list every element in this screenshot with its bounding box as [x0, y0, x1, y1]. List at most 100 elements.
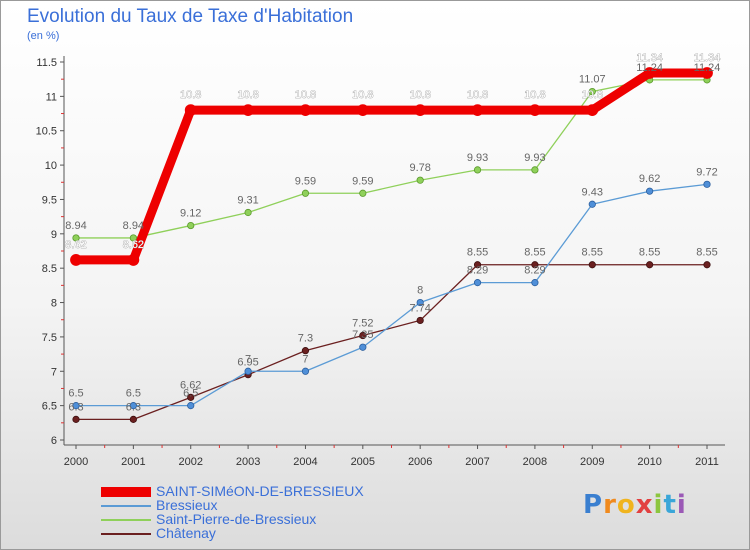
x-tick-label: 2005 [351, 456, 375, 468]
data-label: 6.62 [180, 379, 201, 391]
data-label: 10.8 [180, 89, 201, 101]
x-tick-label: 2002 [178, 456, 202, 468]
data-point [72, 415, 80, 423]
data-label: 6.3 [126, 401, 141, 413]
y-tick-label: 7.5 [42, 332, 57, 344]
legend-label: Châtenay [156, 525, 216, 541]
logo-letter: i [676, 490, 687, 520]
data-label: 9.43 [582, 186, 603, 198]
data-point [359, 343, 367, 351]
data-label: 11.34 [694, 52, 721, 64]
data-label: 8.55 [524, 247, 545, 259]
y-tick-label: 11.5 [36, 57, 57, 69]
data-point [301, 367, 310, 375]
data-label: 10.8 [295, 89, 316, 101]
data-point [416, 176, 424, 184]
data-point [244, 208, 252, 217]
data-point [416, 298, 424, 307]
x-tick-label: 2004 [293, 456, 317, 468]
series-lines [70, 67, 713, 423]
data-label: 6.5 [183, 388, 198, 400]
data-label: 7.35 [352, 329, 373, 341]
y-tick-label: 11 [46, 91, 57, 103]
data-point [588, 261, 596, 269]
data-point [701, 67, 713, 79]
data-label: 8.55 [696, 247, 717, 259]
data-point [416, 316, 424, 325]
data-point [356, 104, 369, 117]
data-point [359, 189, 367, 197]
logo-letter: t [663, 490, 677, 520]
chart-title: Evolution du Taux de Taxe d'Habitation [27, 6, 354, 27]
logo-letter: x [635, 490, 654, 520]
data-label: 10.8 [409, 89, 430, 101]
data-label: 7 [245, 353, 251, 365]
legend-swatch [101, 487, 151, 497]
data-label: 9.78 [409, 162, 430, 174]
data-label: 7 [302, 353, 308, 365]
data-point [242, 104, 254, 117]
data-label: 9.59 [352, 175, 373, 187]
series-line [75, 183, 708, 407]
data-point [473, 279, 482, 287]
series-line [75, 264, 708, 421]
data-point [703, 261, 711, 269]
data-point [299, 104, 312, 117]
data-label: 9.12 [180, 208, 201, 220]
x-tick-label: 2006 [408, 456, 432, 468]
data-label: 7.52 [352, 318, 373, 330]
data-label: 6.95 [237, 357, 258, 369]
data-point [301, 347, 310, 355]
data-label: 9.59 [295, 175, 316, 187]
y-tick-label: 7 [51, 366, 57, 378]
x-tick-label: 2001 [121, 456, 145, 468]
x-tick-label: 2008 [523, 456, 547, 468]
data-label: 9.72 [696, 166, 717, 178]
data-point [646, 261, 654, 269]
data-label: 9.93 [524, 152, 545, 164]
legend-label: Saint-Pierre-de-Bressieux [156, 511, 317, 527]
data-point [471, 104, 484, 117]
chart-unit-label: (en %) [27, 30, 60, 42]
data-point [646, 187, 654, 195]
x-tick-label: 2009 [580, 456, 604, 468]
data-label: 8.94 [65, 220, 86, 232]
data-label: 9.31 [237, 195, 258, 207]
data-point [473, 166, 482, 174]
axes: 6 6.5 7 7.5 8 8.5 9 9.5 10 10.5 11 11.5 2000 2001 2002… [36, 56, 725, 468]
y-tick-label: 6 [51, 435, 57, 447]
data-label: 8.55 [582, 247, 603, 259]
y-tick-label: 10.5 [36, 126, 57, 138]
data-label: 11.34 [636, 52, 663, 64]
y-tick-label: 6.5 [42, 401, 57, 413]
data-point [70, 254, 82, 266]
data-point [359, 331, 367, 340]
x-tick-label: 2011 [695, 456, 719, 468]
data-point [414, 104, 427, 117]
data-label: 7.74 [409, 302, 430, 314]
data-label: 11.07 [579, 74, 606, 86]
series-line [75, 79, 708, 239]
data-point [129, 415, 137, 423]
data-point [703, 180, 711, 188]
data-label: 9.62 [639, 173, 660, 185]
x-tick-label: 2007 [465, 456, 489, 468]
logo-letter: o [616, 490, 636, 520]
data-label: 8.62 [123, 239, 144, 251]
data-label: 9.93 [467, 152, 488, 164]
legend-swatch [101, 505, 151, 507]
data-label: 10.8 [467, 89, 488, 101]
data-point [586, 104, 599, 117]
data-label: 10.8 [582, 89, 603, 101]
data-label: 8.94 [123, 220, 144, 232]
data-label: 8.55 [467, 247, 488, 259]
data-label: 8 [417, 285, 423, 297]
data-point [129, 402, 137, 410]
logo-letter: r [603, 490, 617, 520]
y-tick-label: 9 [51, 229, 57, 241]
proxiti-logo: Proxiti [583, 490, 687, 520]
data-label: 8.29 [467, 265, 488, 277]
data-point [531, 279, 539, 287]
x-tick-label: 2000 [64, 456, 88, 468]
data-point [531, 261, 539, 269]
